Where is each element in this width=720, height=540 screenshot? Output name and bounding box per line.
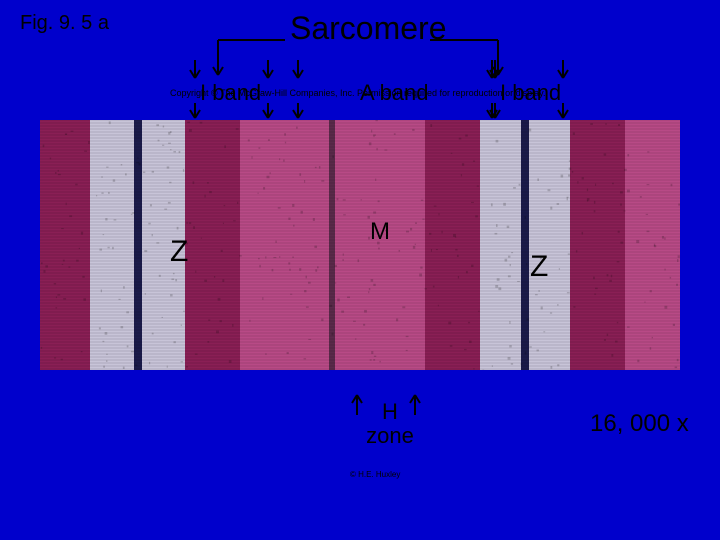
label-z-left: Z	[170, 235, 188, 269]
slide-root: Fig. 9. 5 a Sarcomere I band A band I ba…	[0, 0, 720, 540]
image-credit: © H.E. Huxley	[350, 470, 400, 479]
label-h-zone-line2: zone	[366, 423, 414, 448]
diagram-title: Sarcomere	[290, 10, 447, 47]
label-z-right: Z	[530, 250, 548, 284]
label-h-zone: H zone	[360, 400, 420, 448]
magnification-label: 16, 000 x	[590, 410, 689, 438]
label-h-zone-line1: H	[382, 399, 398, 424]
copyright-text: Copyright © The McGraw-Hill Companies, I…	[170, 88, 545, 98]
figure-label: Fig. 9. 5 a	[20, 12, 109, 35]
label-m-line: M	[370, 218, 390, 246]
micrograph-image	[40, 120, 680, 370]
